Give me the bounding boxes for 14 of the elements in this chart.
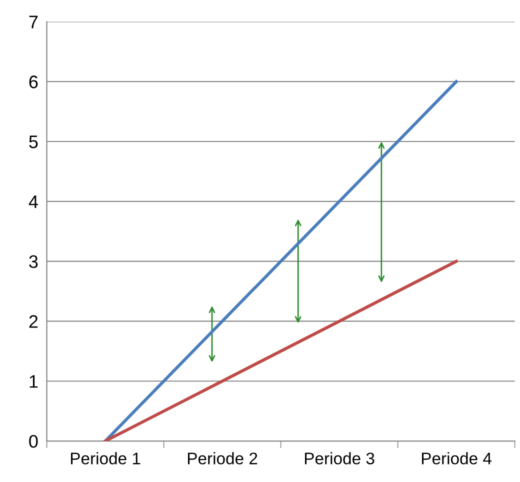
y-tick-label: 7 <box>29 16 38 28</box>
y-tick-label: 3 <box>29 255 38 268</box>
y-tick-label: 0 <box>29 434 38 448</box>
y-tick-label: 5 <box>29 136 38 148</box>
y-tick-label: 4 <box>28 196 38 208</box>
x-tick-label: Periode 1 <box>70 452 140 464</box>
line-series <box>104 80 458 442</box>
y-tick-label: 6 <box>29 76 38 88</box>
x-tick-label: Periode 4 <box>422 452 492 464</box>
y-tick-label: 2 <box>29 315 38 328</box>
line-series <box>104 260 458 442</box>
x-tick-label: Periode 3 <box>304 452 374 464</box>
y-tick-label: 1 <box>30 375 38 388</box>
x-tick-label: Periode 2 <box>188 452 258 464</box>
